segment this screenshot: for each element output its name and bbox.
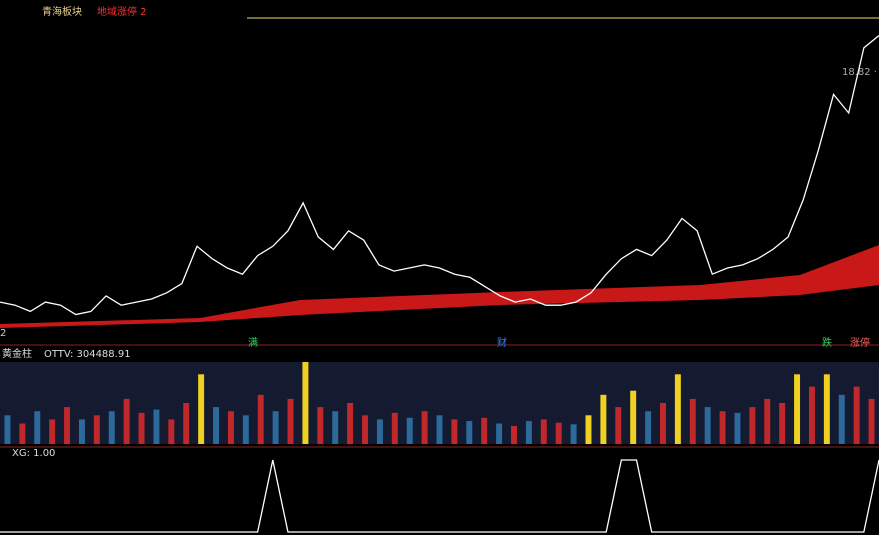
volume-bar: [525, 421, 532, 444]
volume-bar: [808, 386, 815, 444]
volume-bar: [64, 407, 71, 444]
volume-bar: [317, 407, 324, 444]
limit-up-label: 地域涨停 2: [97, 5, 147, 18]
volume-bar: [689, 398, 696, 444]
price-line: [0, 459, 879, 533]
volume-bar: [93, 415, 100, 444]
volume-bar: [436, 415, 443, 444]
volume-bar: [257, 394, 264, 444]
volume-bar: [466, 421, 473, 444]
volume-bar: [779, 403, 786, 444]
annotation: 涨停: [850, 336, 870, 349]
volume-bar: [4, 415, 11, 444]
volume-bar: [496, 423, 503, 444]
volume-bar: [511, 425, 517, 444]
volume-bar: [227, 411, 234, 444]
volume-bar: [659, 403, 666, 444]
volume-bar: [391, 412, 398, 444]
volume-bar: [719, 411, 726, 444]
volume-bar: [868, 398, 875, 444]
volume-bar: [570, 424, 577, 444]
annotation: 18.82 · 15: [842, 67, 879, 78]
volume-bar: [362, 415, 368, 444]
volume-bar: [645, 411, 652, 444]
volume-bar: [585, 415, 592, 444]
price-line: [0, 34, 879, 316]
volume-bar: [674, 374, 681, 444]
annotation: 跌: [822, 336, 832, 349]
volume-bar: [421, 411, 428, 444]
volume-bar: [376, 419, 383, 444]
annotation: 2: [0, 328, 6, 339]
volume-title: 黄金柱: [2, 347, 32, 360]
volume-bar: [749, 407, 756, 444]
volume-bar: [853, 386, 860, 444]
volume-bar: [704, 407, 711, 444]
xg-title: XG: 1.00: [12, 448, 55, 459]
volume-bar: [347, 403, 354, 444]
volume-bar: [451, 419, 458, 444]
volume-bar: [198, 374, 205, 444]
volume-bar: [615, 407, 622, 444]
volume-bar: [540, 419, 547, 444]
volume-bar: [838, 394, 845, 444]
sector-label: 青海板块: [42, 5, 82, 18]
volume-bar: [600, 394, 607, 444]
volume-bar: [213, 407, 220, 444]
annotation: 满: [248, 337, 258, 349]
volume-bar: [138, 412, 145, 444]
volume-bar: [183, 403, 190, 444]
volume-bar: [734, 412, 741, 444]
volume-bar: [123, 398, 130, 444]
volume-bar: [168, 419, 175, 444]
volume-bar: [34, 411, 41, 444]
volume-bar: [242, 415, 249, 444]
ma-band: [0, 245, 879, 328]
volume-bar: [823, 374, 830, 444]
volume-bar: [49, 419, 56, 444]
annotation: 财: [497, 336, 507, 349]
volume-bar: [272, 411, 279, 444]
volume-bar: [108, 411, 115, 444]
volume-subtitle: OTTV: 304488.91: [44, 349, 131, 360]
volume-bar: [481, 417, 488, 444]
volume-bar: [794, 374, 801, 444]
volume-bar: [555, 422, 562, 444]
volume-bar: [764, 398, 771, 444]
volume-bar: [287, 398, 294, 444]
volume-bar: [153, 409, 160, 444]
volume-bar: [630, 390, 637, 444]
volume-bar: [302, 362, 309, 444]
volume-bar: [78, 419, 85, 444]
volume-bar: [332, 411, 339, 444]
volume-bar: [19, 423, 26, 444]
volume-bar: [406, 417, 413, 444]
